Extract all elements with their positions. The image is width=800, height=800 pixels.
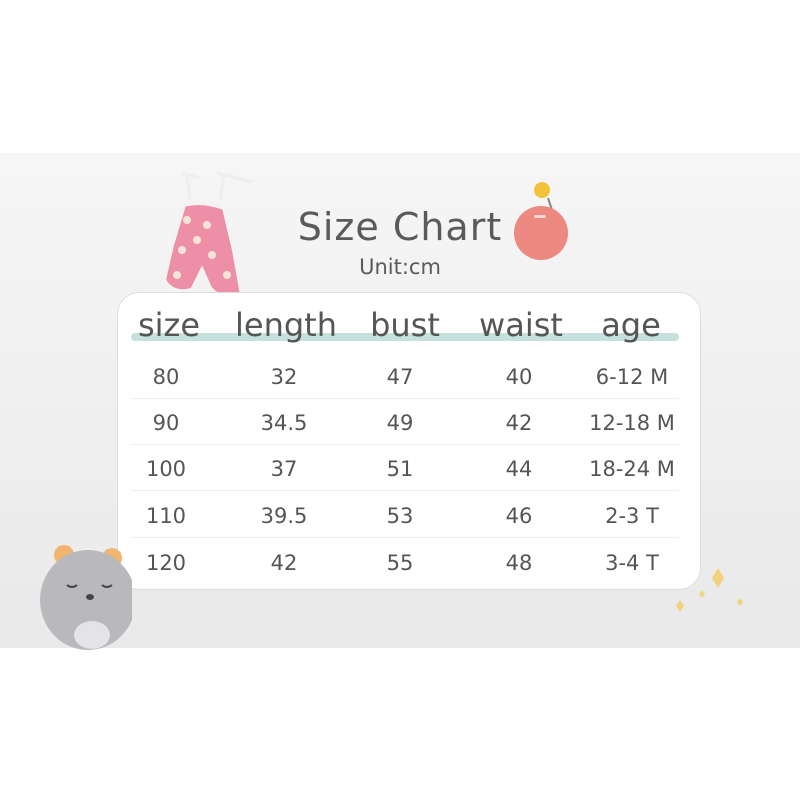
size-table-card	[117, 292, 701, 590]
table-cell: 49	[386, 411, 414, 435]
header-underline	[131, 333, 679, 341]
page-title: Size Chart	[297, 205, 503, 249]
table-cell: 48	[505, 551, 533, 575]
apple-icon	[514, 182, 568, 260]
table-cell: 34.5	[260, 411, 308, 435]
row-divider	[131, 490, 679, 491]
table-cell: 110	[145, 504, 187, 528]
table-cell: 39.5	[260, 504, 308, 528]
table-cell: 42	[270, 551, 298, 575]
table-cell: 42	[505, 411, 533, 435]
header-length: length	[235, 306, 337, 344]
table-cell: 47	[386, 365, 414, 389]
table-cell: 90	[152, 411, 180, 435]
table-cell: 2-3 T	[605, 504, 659, 528]
table-cell: 46	[505, 504, 533, 528]
table-cell: 80	[152, 365, 180, 389]
table-cell: 37	[270, 457, 298, 481]
header-age: age	[601, 306, 661, 344]
sparkle-icon	[676, 568, 743, 612]
table-cell: 100	[145, 457, 187, 481]
table-cell: 51	[386, 457, 414, 481]
table-cell: 32	[270, 365, 298, 389]
header-bust: bust	[370, 306, 440, 344]
row-divider	[131, 398, 679, 399]
romper-illustration	[162, 171, 253, 300]
row-divider	[131, 444, 679, 445]
header-size: size	[137, 306, 201, 344]
row-divider	[131, 537, 679, 538]
table-cell: 120	[145, 551, 187, 575]
unit-label: Unit:cm	[359, 255, 441, 279]
table-cell: 3-4 T	[605, 551, 659, 575]
table-cell: 40	[505, 365, 533, 389]
table-cell: 44	[505, 457, 533, 481]
table-cell: 55	[386, 551, 414, 575]
table-cell: 6-12 M	[595, 365, 669, 389]
header-waist: waist	[479, 306, 563, 344]
table-cell: 53	[386, 504, 414, 528]
bear-illustration	[40, 545, 132, 650]
table-cell: 12-18 M	[589, 411, 675, 435]
table-cell: 18-24 M	[589, 457, 675, 481]
